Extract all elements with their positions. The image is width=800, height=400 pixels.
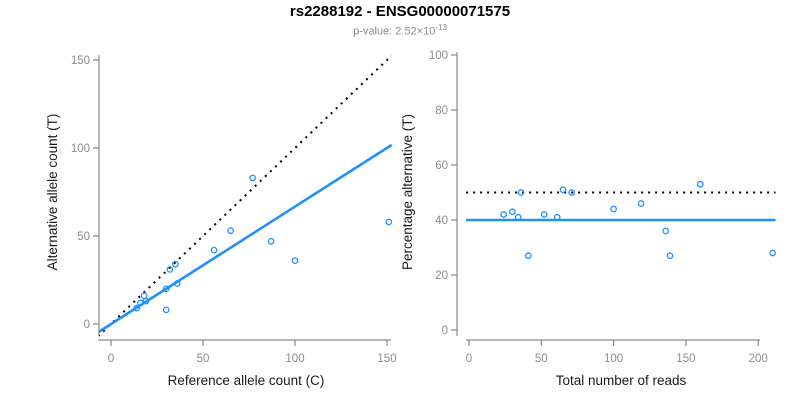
- data-point: [210, 246, 218, 254]
- data-point: [517, 189, 525, 196]
- data-point: [559, 186, 567, 194]
- x-tick-label: 150: [377, 353, 396, 365]
- data-point: [249, 174, 257, 182]
- y-tick-label: 100: [71, 143, 90, 155]
- y-tick-label: 40: [435, 215, 448, 227]
- data-point: [140, 292, 148, 300]
- x-tick-label: 100: [285, 353, 304, 365]
- data-point: [133, 304, 141, 312]
- y-tick-label: 150: [71, 55, 90, 67]
- data-point: [553, 213, 561, 221]
- x-tick-label: 0: [466, 353, 472, 365]
- data-point: [509, 208, 516, 216]
- data-point: [500, 211, 508, 218]
- pvalue-exponent: -13: [435, 23, 447, 32]
- y-axis-title: Percentage alternative (T): [400, 114, 415, 270]
- data-point: [172, 260, 179, 268]
- data-point: [166, 266, 174, 273]
- data-point: [697, 180, 704, 188]
- data-point: [637, 200, 645, 207]
- x-tick-label: 150: [676, 353, 695, 365]
- plot-subtitle: p-value: 2.52×10-13: [0, 23, 800, 38]
- data-point: [662, 227, 670, 235]
- data-point: [162, 285, 170, 293]
- y-tick-label: 60: [435, 160, 448, 172]
- data-point: [227, 227, 234, 235]
- data-point: [568, 189, 576, 196]
- x-axis-title: Reference allele count (C): [168, 373, 325, 388]
- y-tick-label: 100: [429, 50, 448, 62]
- identity-line: [99, 54, 393, 337]
- data-point: [769, 249, 777, 257]
- y-tick-label: 0: [442, 325, 448, 337]
- pvalue-text: p-value: 2.52×10: [353, 25, 436, 38]
- x-tick-label: 0: [108, 353, 114, 365]
- y-tick-label: 20: [435, 270, 448, 282]
- data-point: [666, 252, 674, 260]
- y-tick-label: 50: [77, 231, 90, 243]
- x-tick-label: 200: [749, 353, 768, 365]
- data-point: [267, 237, 275, 245]
- x-tick-label: 100: [604, 353, 623, 365]
- data-point: [142, 297, 150, 305]
- data-point: [291, 257, 299, 264]
- plot-title: rs2288192 - ENSG00000071575: [289, 3, 511, 20]
- x-axis-title: Total number of reads: [556, 373, 687, 388]
- x-tick-label: 50: [197, 353, 210, 365]
- data-point: [610, 205, 617, 213]
- y-axis-title: Alternative allele count (T): [45, 114, 60, 271]
- data-point: [173, 280, 181, 287]
- y-tick-label: 80: [435, 105, 448, 117]
- data-point: [385, 218, 393, 226]
- fit-line: [99, 143, 393, 334]
- data-point: [524, 252, 532, 260]
- x-tick-label: 50: [535, 353, 548, 365]
- percentage-scatter: 0 50 100 150 200 0 20 40 60 80 100 Total number of …: [400, 50, 777, 388]
- allele-count-scatter: 0 50 100 150 0 50 100 150 Reference allele count…: [45, 54, 397, 388]
- y-tick-label: 0: [84, 319, 90, 331]
- data-point: [540, 211, 548, 218]
- data-point: [162, 306, 170, 314]
- data-point: [514, 213, 522, 221]
